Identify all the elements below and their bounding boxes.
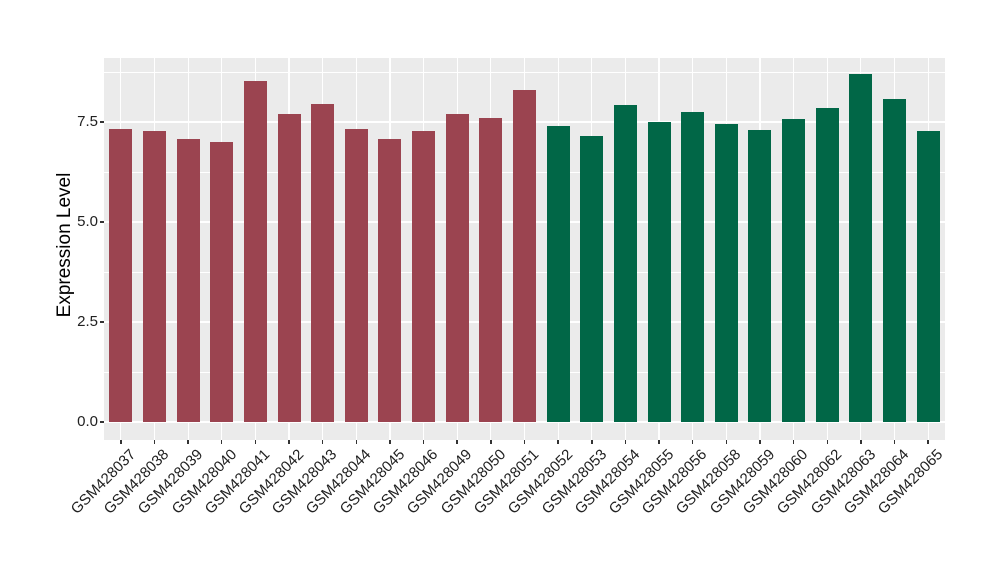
x-tick-mark-GSM428041 bbox=[254, 440, 257, 444]
y-axis-tick-label: 0.0 bbox=[77, 413, 98, 430]
x-tick-mark-GSM428039 bbox=[187, 440, 189, 444]
bar-GSM428051 bbox=[513, 90, 536, 422]
bar-GSM428060 bbox=[782, 119, 806, 422]
bar-GSM428058 bbox=[714, 124, 738, 422]
bar-GSM428043 bbox=[311, 104, 335, 422]
bar-GSM428052 bbox=[546, 126, 570, 422]
x-tick-mark-GSM428055 bbox=[658, 440, 660, 444]
bar-GSM428045 bbox=[378, 138, 402, 422]
x-tick-mark-GSM428042 bbox=[288, 440, 290, 444]
x-tick-mark-GSM428040 bbox=[220, 440, 223, 444]
bar-GSM428037 bbox=[109, 129, 133, 422]
bar-GSM428065 bbox=[916, 130, 940, 422]
y-tick-mark-7.5 bbox=[100, 121, 104, 123]
y-axis-tick-label: 5.0 bbox=[77, 213, 98, 230]
bar-GSM428049 bbox=[445, 114, 469, 422]
bar-GSM428059 bbox=[748, 130, 772, 422]
plot-panel bbox=[104, 58, 945, 440]
bar-GSM428041 bbox=[243, 81, 267, 422]
x-tick-mark-GSM428058 bbox=[725, 440, 728, 444]
bar-GSM428046 bbox=[412, 131, 436, 422]
x-tick-mark-GSM428051 bbox=[523, 440, 526, 444]
x-tick-mark-GSM428065 bbox=[927, 440, 929, 444]
bar-GSM428054 bbox=[613, 105, 637, 422]
y-tick-mark-2.5 bbox=[100, 321, 104, 323]
x-tick-mark-GSM428053 bbox=[591, 440, 593, 444]
bar-GSM428063 bbox=[849, 74, 873, 422]
bar-GSM428056 bbox=[681, 111, 705, 422]
x-tick-mark-GSM428037 bbox=[120, 440, 122, 444]
x-tick-mark-GSM428046 bbox=[422, 440, 425, 444]
bar-GSM428055 bbox=[647, 122, 671, 422]
x-tick-mark-GSM428056 bbox=[691, 440, 694, 444]
x-tick-mark-GSM428060 bbox=[792, 440, 795, 444]
y-axis-tick-label: 7.5 bbox=[77, 113, 98, 130]
x-tick-mark-GSM428050 bbox=[490, 440, 492, 444]
bar-GSM428042 bbox=[277, 114, 301, 422]
x-tick-mark-GSM428052 bbox=[557, 440, 559, 444]
y-tick-mark-0 bbox=[100, 421, 104, 423]
bar-GSM428038 bbox=[142, 131, 166, 422]
x-tick-mark-GSM428045 bbox=[389, 440, 391, 444]
x-tick-mark-GSM428049 bbox=[456, 440, 458, 444]
bar-GSM428039 bbox=[176, 138, 200, 422]
bar-GSM428053 bbox=[580, 136, 604, 422]
y-tick-mark-5 bbox=[100, 221, 104, 223]
x-tick-mark-GSM428054 bbox=[624, 440, 627, 444]
x-tick-mark-GSM428062 bbox=[826, 440, 828, 444]
x-tick-mark-GSM428043 bbox=[321, 440, 324, 444]
bar-GSM428050 bbox=[479, 118, 503, 422]
x-tick-mark-GSM428059 bbox=[759, 440, 761, 444]
x-tick-mark-GSM428063 bbox=[860, 440, 862, 444]
bar-GSM428062 bbox=[815, 107, 839, 422]
y-axis-title: Expression Level bbox=[54, 172, 75, 318]
x-tick-mark-GSM428038 bbox=[153, 440, 156, 444]
y-axis-tick-label: 2.5 bbox=[77, 313, 98, 330]
bar-GSM428064 bbox=[883, 99, 907, 422]
x-tick-mark-GSM428044 bbox=[355, 440, 358, 444]
bar-GSM428044 bbox=[344, 129, 368, 422]
bar-GSM428040 bbox=[210, 142, 234, 422]
x-tick-mark-GSM428064 bbox=[893, 440, 896, 444]
